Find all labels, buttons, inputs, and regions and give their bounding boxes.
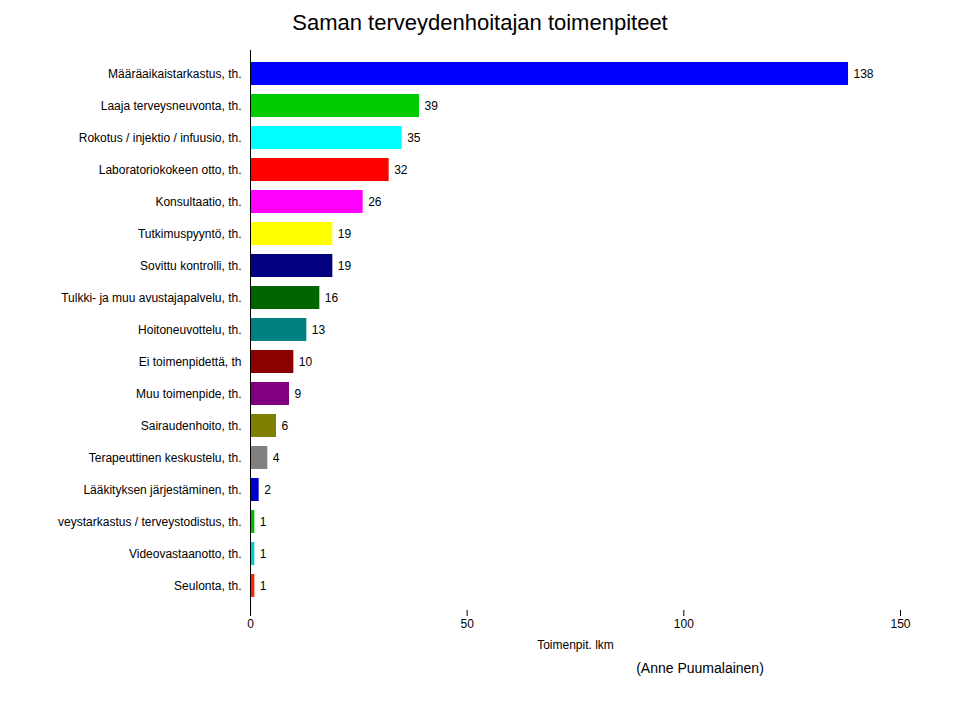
- svg-text:6: 6: [282, 419, 289, 433]
- svg-text:veystarkastus / terveystodistu: veystarkastus / terveystodistus, th.: [58, 515, 241, 529]
- svg-text:2: 2: [264, 483, 271, 497]
- svg-text:1: 1: [260, 547, 267, 561]
- svg-text:138: 138: [854, 67, 874, 81]
- html-text:Saman terveydenhoitajan toimen: Saman terveydenhoitajan toimenpiteet: [292, 10, 668, 35]
- svg-text:Toimenpit. lkm: Toimenpit. lkm: [537, 638, 614, 652]
- svg-text:Lääkityksen järjestäminen, th.: Lääkityksen järjestäminen, th.: [83, 483, 241, 497]
- svg-text:Hoitoneuvottelu, th.: Hoitoneuvottelu, th.: [138, 323, 241, 337]
- svg-text:19: 19: [338, 227, 352, 241]
- svg-text:50: 50: [460, 617, 474, 631]
- svg-text:9: 9: [295, 387, 302, 401]
- svg-text:150: 150: [890, 617, 910, 631]
- svg-text:13: 13: [312, 323, 326, 337]
- svg-text:19: 19: [338, 259, 352, 273]
- html-text:(Anne Puumalainen): (Anne Puumalainen): [636, 660, 764, 676]
- svg-text:10: 10: [299, 355, 313, 369]
- svg-text:Laaja terveysneuvonta, th.: Laaja terveysneuvonta, th.: [101, 99, 242, 113]
- svg-text:0: 0: [247, 617, 254, 631]
- svg-text:39: 39: [425, 99, 439, 113]
- svg-text:Videovastaanotto, th.: Videovastaanotto, th.: [129, 547, 242, 561]
- svg-text:Sovittu kontrolli, th.: Sovittu kontrolli, th.: [140, 259, 241, 273]
- svg-text:32: 32: [394, 163, 408, 177]
- svg-text:Laboratoriokokeen otto, th.: Laboratoriokokeen otto, th.: [99, 163, 242, 177]
- svg-text:Tutkimuspyyntö, th.: Tutkimuspyyntö, th.: [138, 227, 242, 241]
- svg-text:Seulonta, th.: Seulonta, th.: [174, 579, 241, 593]
- svg-text:Konsultaatio, th.: Konsultaatio, th.: [155, 195, 241, 209]
- svg-text:Muu toimenpide, th.: Muu toimenpide, th.: [136, 387, 241, 401]
- svg-text:100: 100: [674, 617, 694, 631]
- svg-text:26: 26: [368, 195, 382, 209]
- svg-text:Terapeuttinen keskustelu, th.: Terapeuttinen keskustelu, th.: [89, 451, 242, 465]
- svg-text:Ei toimenpidettä, th: Ei toimenpidettä, th: [139, 355, 242, 369]
- svg-text:Tulkki- ja muu avustajapalvelu: Tulkki- ja muu avustajapalvelu, th.: [61, 291, 241, 305]
- svg-text:Rokotus / injektio / infuusio,: Rokotus / injektio / infuusio, th.: [79, 131, 242, 145]
- svg-text:4: 4: [273, 451, 280, 465]
- svg-text:35: 35: [407, 131, 421, 145]
- svg-text:Sairaudenhoito, th.: Sairaudenhoito, th.: [141, 419, 242, 433]
- svg-text:1: 1: [260, 579, 267, 593]
- svg-text:1: 1: [260, 515, 267, 529]
- svg-text:16: 16: [325, 291, 339, 305]
- svg-text:Määräaikaistarkastus, th.: Määräaikaistarkastus, th.: [108, 67, 241, 81]
